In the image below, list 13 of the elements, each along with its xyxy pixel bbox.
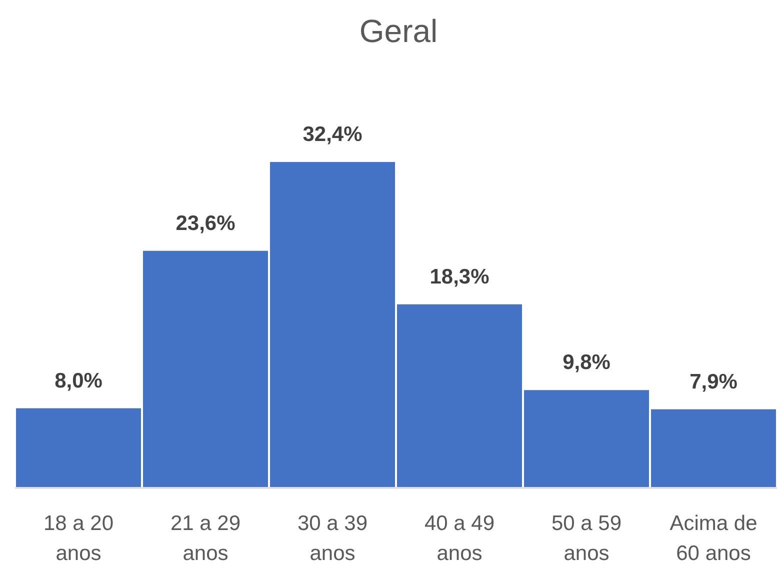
data-label: 7,9% — [690, 370, 738, 394]
x-tick-label: 30 a 39 anos — [297, 512, 368, 565]
data-label: 18,3% — [430, 265, 490, 288]
data-label: 8,0% — [54, 369, 103, 392]
data-label: 9,8% — [562, 351, 611, 374]
x-tick-label: 50 a 59 anos — [551, 512, 622, 565]
data-label: 32,4% — [302, 123, 363, 146]
x-tick-label: 21 a 29 anos — [170, 512, 241, 565]
data-label: 23,6% — [176, 212, 236, 235]
x-tick-label: 18 a 20 anos — [43, 512, 114, 565]
x-tick-label: 40 a 49 anos — [424, 512, 495, 565]
x-tick-label: Acima de 60 anos — [670, 512, 758, 565]
chart-title: Geral — [359, 13, 438, 49]
